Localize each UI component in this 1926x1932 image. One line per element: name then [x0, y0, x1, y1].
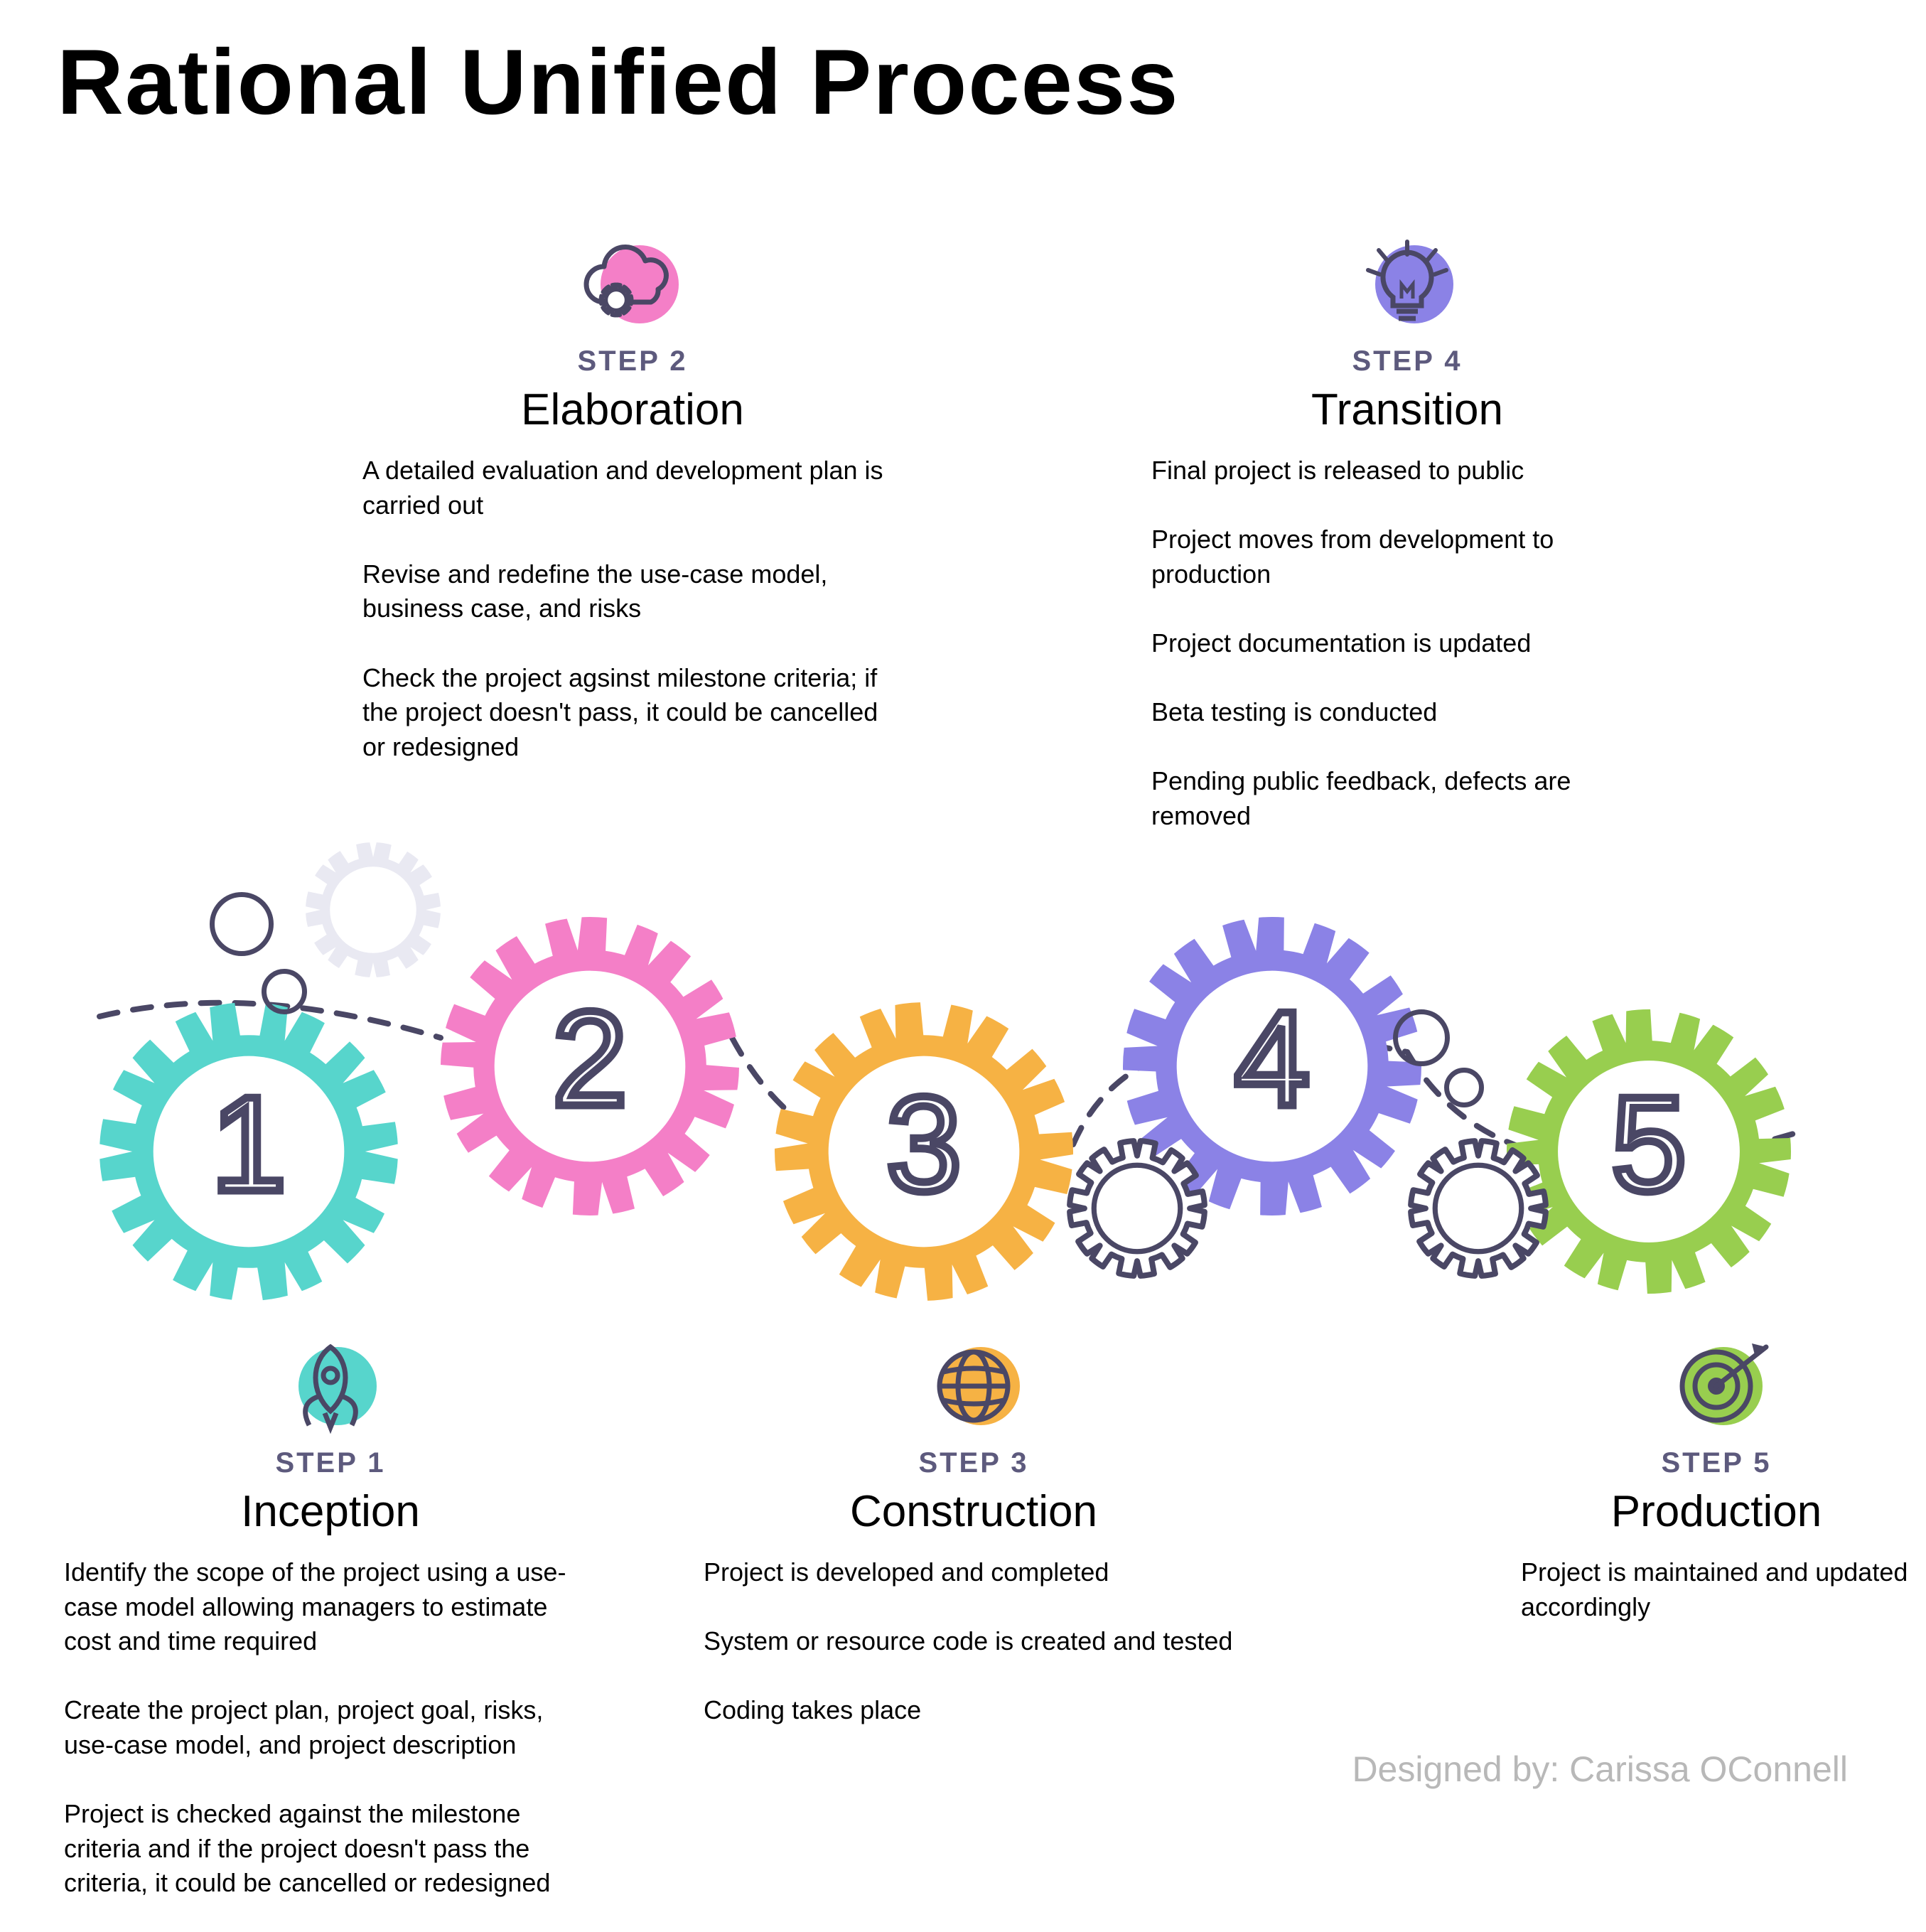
step-label: STEP 3: [696, 1447, 1251, 1479]
credit-line: Designed by: Carissa OConnell: [1352, 1749, 1848, 1790]
step-block-4: STEP 4 Transition Final project is release…: [1144, 227, 1670, 834]
step-block-1: STEP 1 Inception Identify the scope of the…: [57, 1329, 604, 1901]
svg-text:1: 1: [211, 1073, 286, 1220]
step-label: STEP 5: [1514, 1447, 1919, 1479]
step-label: STEP 2: [355, 345, 910, 377]
step-title: Transition: [1144, 385, 1670, 435]
rocket-icon: [270, 1329, 391, 1436]
deco-circle: [1393, 1009, 1450, 1066]
deco-circle: [1444, 1068, 1484, 1107]
step-title: Elaboration: [355, 385, 910, 435]
gear-number: 1: [178, 1073, 320, 1230]
svg-text:4: 4: [1234, 988, 1310, 1134]
bulb-icon: [1347, 227, 1468, 334]
target-icon: [1656, 1329, 1777, 1436]
step-block-3: STEP 3 Construction Project is developed a…: [696, 1329, 1251, 1728]
deco-circle: [210, 892, 274, 956]
gear-number: 5: [1578, 1073, 1720, 1230]
step-title: Production: [1514, 1486, 1919, 1537]
step-body: Project is maintained and updated accord…: [1514, 1555, 1919, 1624]
gear-2: 2: [404, 881, 775, 1252]
deco-circle: [262, 969, 307, 1014]
globe-icon: [913, 1329, 1034, 1436]
gear-number: 4: [1201, 988, 1343, 1144]
svg-text:3: 3: [886, 1073, 962, 1220]
step-block-5: STEP 5 Production Project is maintained an…: [1514, 1329, 1919, 1624]
cloudgear-icon: [572, 227, 693, 334]
step-block-2: STEP 2 Elaboration A detailed evaluation a…: [355, 227, 910, 764]
svg-text:2: 2: [552, 988, 628, 1134]
page-title: Rational Unified Process: [57, 28, 1180, 135]
gear-3: 3: [757, 984, 1091, 1319]
small-gear: [298, 835, 448, 984]
small-gear: [1062, 1134, 1212, 1283]
step-label: STEP 4: [1144, 345, 1670, 377]
step-title: Inception: [57, 1486, 604, 1537]
gear-1: 1: [92, 995, 405, 1308]
step-body: Final project is released to public Proj…: [1144, 454, 1670, 834]
svg-text:5: 5: [1611, 1073, 1686, 1220]
step-body: Identify the scope of the project using …: [57, 1555, 604, 1901]
gear-number: 3: [853, 1073, 995, 1230]
step-title: Construction: [696, 1486, 1251, 1537]
small-gear: [1404, 1134, 1553, 1283]
step-body: A detailed evaluation and development pl…: [355, 454, 910, 764]
step-body: Project is developed and completed Syste…: [696, 1555, 1251, 1728]
step-label: STEP 1: [57, 1447, 604, 1479]
gear-number: 2: [519, 988, 661, 1144]
